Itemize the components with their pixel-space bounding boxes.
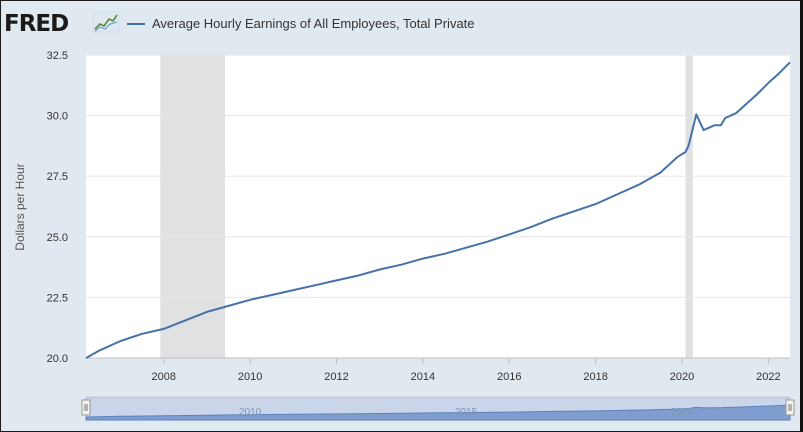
data-point [227, 305, 229, 307]
navigator-series [85, 404, 791, 421]
y-tick-label: 25.0 [47, 232, 68, 244]
series-line [85, 61, 791, 359]
data-point [551, 217, 553, 219]
data-point [594, 203, 596, 205]
data-point [687, 145, 689, 147]
y-tick-label: 22.5 [47, 292, 68, 304]
data-point [422, 257, 424, 259]
data-point [357, 274, 359, 276]
x-tick-label: 2022 [756, 371, 780, 383]
y-axis-title: Dollars per Hour [13, 163, 27, 250]
data-point [573, 210, 575, 212]
data-point [616, 193, 618, 195]
data-point [724, 117, 726, 119]
data-point [659, 171, 661, 173]
data-point [720, 124, 722, 126]
data-point [508, 233, 510, 235]
navigator-label: 2020 [671, 407, 694, 418]
x-tick-label: 2020 [670, 371, 694, 383]
data-point [746, 102, 748, 104]
fred-logo[interactable]: FRED [4, 11, 69, 37]
data-point [249, 299, 251, 301]
navigator-selection[interactable] [86, 397, 790, 420]
navigator-handle-right[interactable] [785, 399, 795, 416]
data-point [378, 268, 380, 270]
data-point [119, 340, 121, 342]
data-point [486, 240, 488, 242]
data-point [530, 226, 532, 228]
navigator-handle-left[interactable] [81, 399, 91, 416]
y-tick-label: 30.0 [47, 111, 68, 123]
data-point [141, 333, 143, 335]
data-point [767, 82, 769, 84]
recession-band [160, 55, 226, 358]
x-tick-label: 2016 [497, 371, 521, 383]
data-point [735, 112, 737, 114]
x-tick-label: 2012 [324, 371, 348, 383]
data-point [778, 72, 780, 74]
data-point [271, 294, 273, 296]
data-point [335, 279, 337, 281]
x-tick-label: 2008 [152, 371, 176, 383]
x-tick-label: 2014 [411, 371, 435, 383]
y-tick-label: 27.5 [47, 171, 68, 183]
data-point [789, 61, 791, 63]
data-point [443, 253, 445, 255]
navigator-label: 2010 [239, 407, 262, 418]
data-point [756, 93, 758, 95]
data-point [292, 289, 294, 291]
data-point [314, 284, 316, 286]
data-point [638, 183, 640, 185]
x-tick-label: 2010 [238, 371, 262, 383]
data-point [98, 350, 100, 352]
data-point [713, 124, 715, 126]
navigator-label: 2015 [455, 407, 478, 418]
data-point [465, 247, 467, 249]
data-point [85, 357, 87, 359]
data-point [184, 319, 186, 321]
data-point [684, 151, 686, 153]
y-tick-label: 20.0 [47, 353, 68, 365]
legend-label: Average Hourly Earnings of All Employees… [152, 16, 475, 31]
data-point [695, 113, 697, 115]
recession-band [685, 55, 693, 358]
x-tick-label: 2018 [583, 371, 607, 383]
data-point [677, 156, 679, 158]
data-point [400, 263, 402, 265]
data-point [163, 328, 165, 330]
data-point [206, 311, 208, 313]
data-point [702, 129, 704, 131]
y-tick-label: 32.5 [47, 50, 68, 62]
fred-chart-icon [92, 11, 120, 33]
